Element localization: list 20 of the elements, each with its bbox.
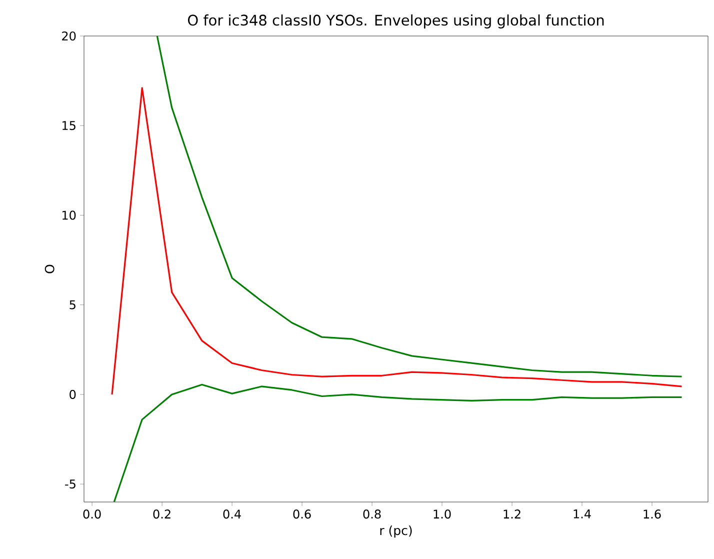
y-tick-label: 10 [62,210,76,220]
x-tick-label: 1.4 [574,510,591,518]
y-tick-label: 0 [70,390,76,399]
x-tick-label: 0.0 [83,510,101,519]
y-tick-label: 5 [70,300,76,310]
line-series [113,384,683,502]
x-tick-label: 0.2 [153,510,170,519]
x-tick-label: 1.2 [504,510,520,518]
chart-title: O for ic348 classI0 YSOs. Envelopes using global function [188,14,604,28]
line-series [111,87,683,396]
x-axis-title: r (pc) [380,525,412,538]
x-tick-label: 0.4 [223,510,241,519]
y-tick-label: 15 [62,121,76,130]
x-tick-label: 0.6 [293,510,311,519]
y-tick-label: 20 [62,31,76,41]
y-axis-title: O [44,264,54,274]
x-tick-label: 1.6 [644,510,661,519]
x-tick-label: 0.8 [363,510,381,519]
y-tick-label: -5 [65,480,76,489]
x-tick-label: 1.0 [434,510,451,519]
